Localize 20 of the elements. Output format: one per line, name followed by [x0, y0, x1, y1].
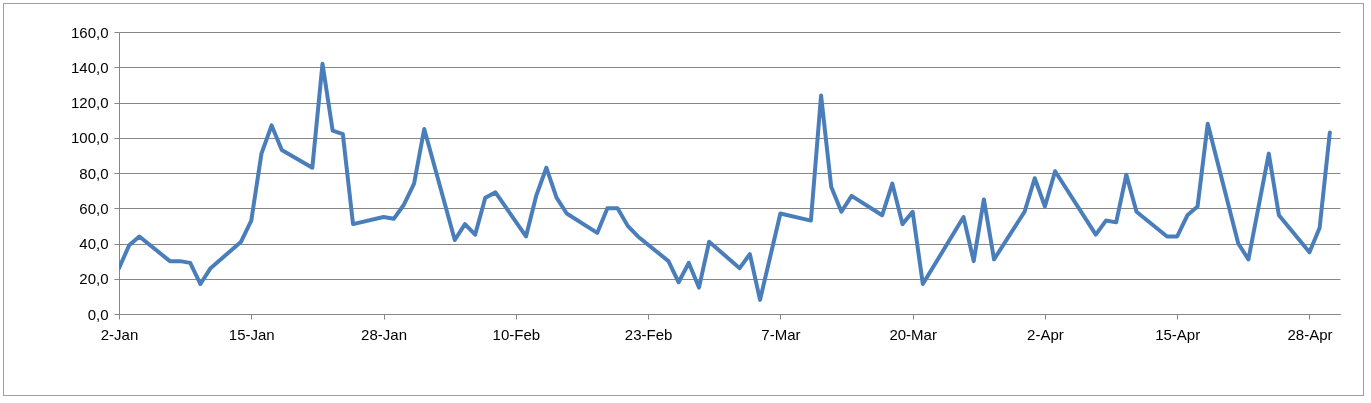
- y-tick-label: 0,0: [87, 305, 109, 323]
- y-tick-label: 60,0: [79, 199, 109, 217]
- x-tick-label: 15-Jan: [228, 325, 275, 343]
- y-tick-label: 160,0: [70, 23, 109, 41]
- x-tick-label: 23-Feb: [624, 325, 673, 343]
- x-tick-label: 28-Jan: [361, 325, 407, 343]
- y-tick-label: 100,0: [70, 129, 109, 147]
- line-series: [119, 61, 1332, 302]
- x-tick-label: 7-Mar: [761, 325, 801, 343]
- x-tick-label: 2-Jan: [100, 325, 139, 343]
- y-tick-label: 20,0: [79, 270, 109, 288]
- x-tick-label: 20-Mar: [889, 325, 937, 343]
- x-tick-label: 10-Feb: [492, 325, 541, 343]
- x-tick-label: 15-Apr: [1155, 325, 1201, 343]
- x-tick-label: 2-Apr: [1027, 325, 1064, 343]
- y-tick-label: 80,0: [79, 164, 109, 182]
- y-tick-label: 40,0: [79, 235, 109, 252]
- y-tick-label: 120,0: [70, 94, 109, 111]
- y-tick-label: 140,0: [70, 58, 109, 76]
- x-tick-label: 28-Apr: [1287, 325, 1333, 343]
